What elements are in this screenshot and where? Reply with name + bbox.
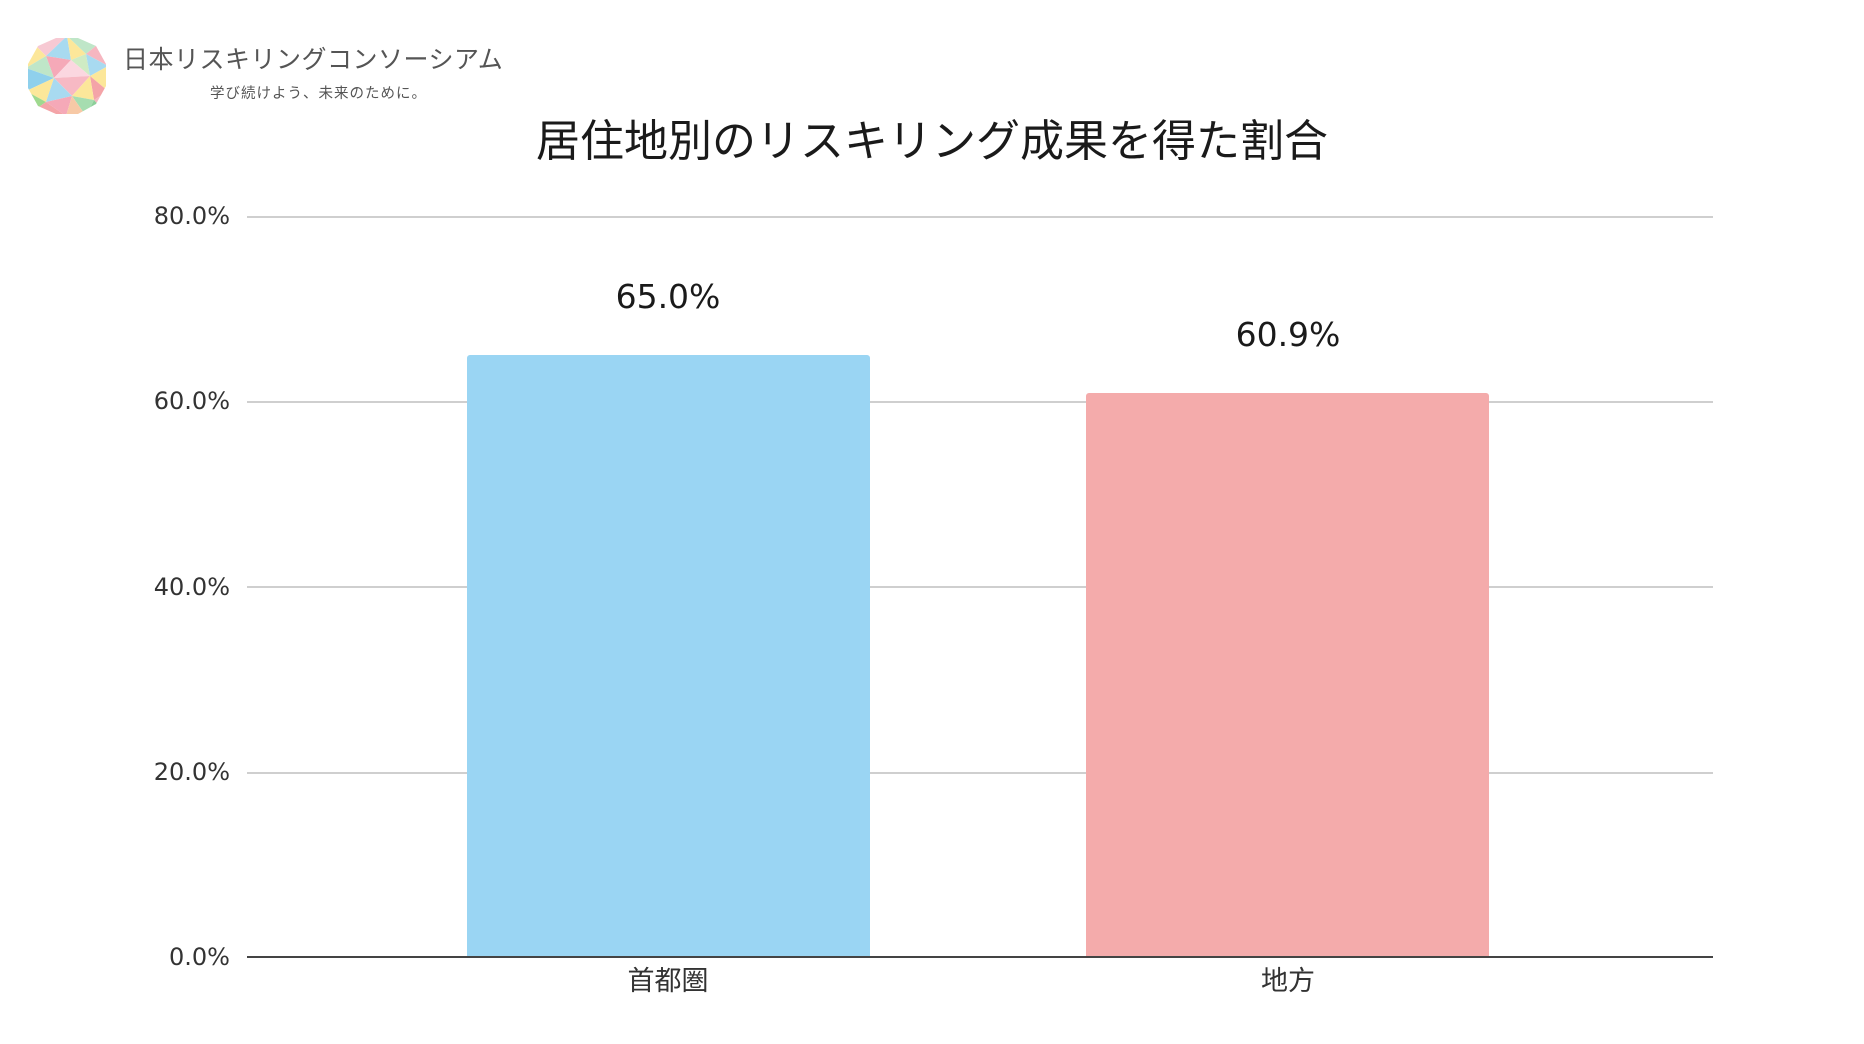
gridline-60	[247, 401, 1713, 403]
gridline-80	[247, 216, 1713, 218]
gridline-40	[247, 586, 1713, 588]
logo-name: 日本リスキリングコンソーシアム	[123, 45, 504, 74]
x-tick-label: 首都圏	[627, 966, 709, 997]
y-tick-label: 20.0%	[153, 758, 230, 786]
faceted-sphere-logo-icon	[26, 36, 108, 116]
x-axis-baseline	[247, 956, 1713, 958]
bar-chiho	[1086, 392, 1489, 957]
y-tick-label: 40.0%	[153, 573, 230, 601]
chart-title: 居住地別のリスキリング成果を得た割合	[536, 116, 1328, 167]
logo-tagline: 学び続けよう、未来のために。	[210, 86, 427, 102]
y-tick-label: 80.0%	[153, 202, 230, 230]
y-tick-label: 0.0%	[169, 943, 230, 971]
bar-shutoken	[467, 354, 870, 957]
bar-value-label: 60.9%	[1235, 314, 1341, 354]
bar-value-label: 65.0%	[615, 276, 721, 316]
plot-area	[247, 216, 1713, 957]
y-tick-label: 60.0%	[153, 387, 230, 415]
gridline-20	[247, 772, 1713, 774]
x-tick-label: 地方	[1261, 966, 1315, 997]
